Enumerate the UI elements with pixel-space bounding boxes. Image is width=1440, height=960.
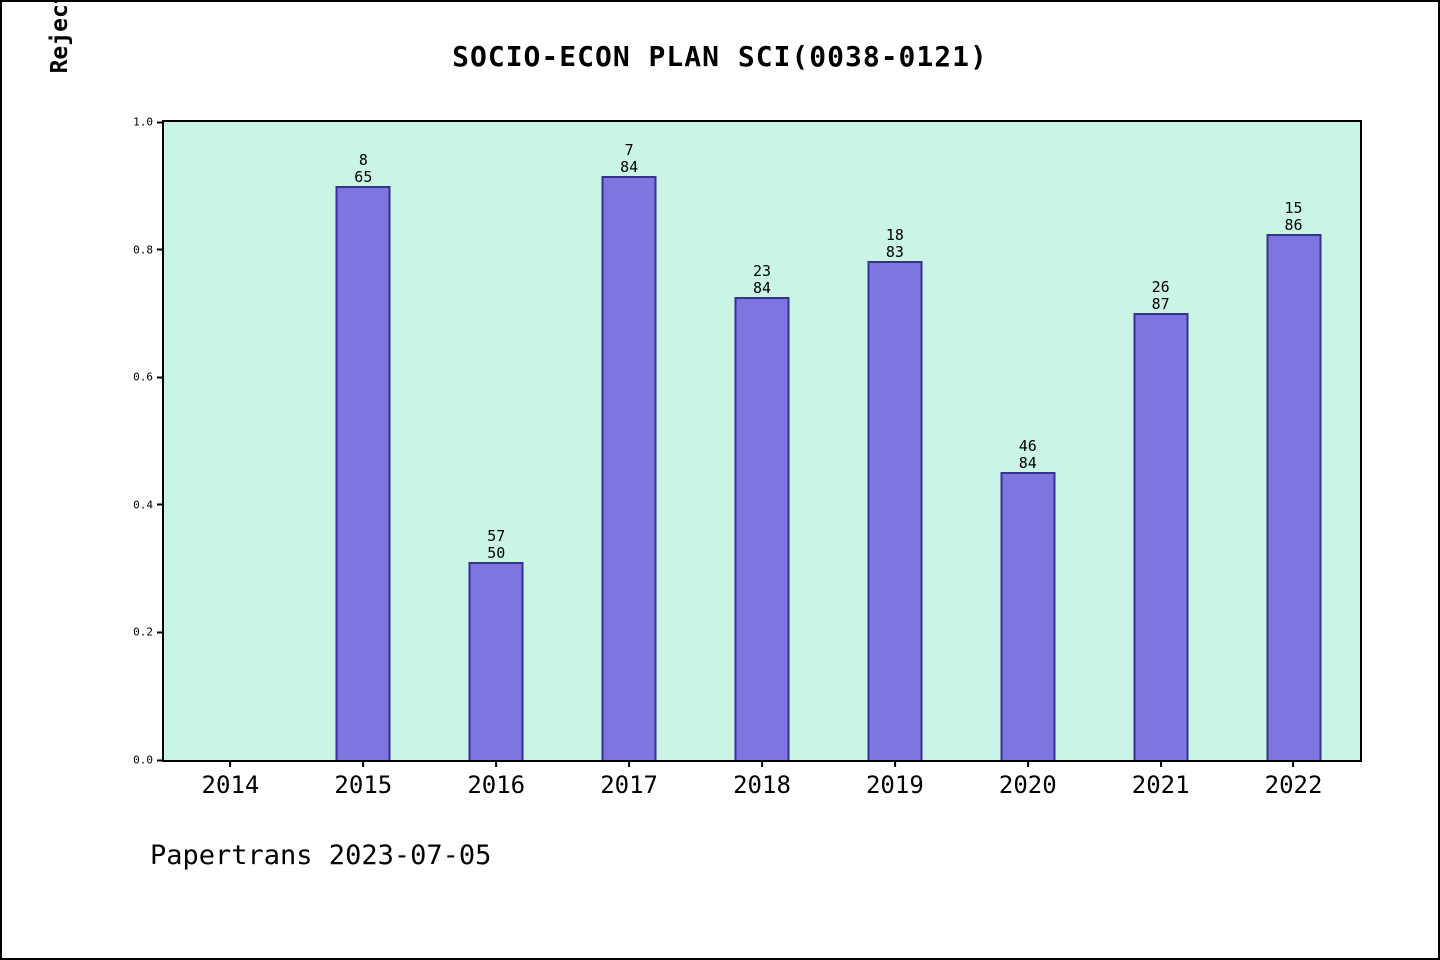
y-tick-mark [157,503,164,506]
bar-annotation: 7 84 [620,141,639,177]
y-tick-mark [157,376,164,379]
x-tick-label: 2017 [600,771,659,799]
chart-title: SOCIO-ECON PLAN SCI(0038-0121) [452,40,988,73]
bar-2016: 57 50 [468,528,524,760]
x-tick-label: 2016 [467,771,526,799]
x-tick-mark [1159,760,1162,767]
y-tick-label: 0.6 [133,370,153,384]
y-tick: 0.6 [133,371,164,384]
x-tick-mark [362,760,365,767]
x-tick-label: 2021 [1131,771,1190,799]
y-tick-mark [157,121,164,123]
x-tick-mark [760,760,763,767]
x-tick: 2017 [600,760,658,799]
y-axis-title: Rejection Rank in OPERATIONS RESEARCH & … [47,2,73,73]
x-tick-label: 2020 [998,771,1057,799]
plot-area: 0.0 0.2 0.4 0.6 0.8 1.0 2014 2015 8 65 2016 57 50 2… [133,116,1362,799]
x-tick-label: 2019 [865,771,924,799]
x-tick-mark [628,760,631,767]
x-tick-mark [893,760,896,767]
x-tick-mark [1292,760,1295,767]
y-tick-mark [157,759,164,761]
bar-annotation: 23 84 [752,262,772,298]
x-tick-mark [1026,760,1029,767]
bar-2020: 46 84 [1000,438,1056,760]
y-tick: 0.4 [133,498,164,511]
y-tick-label: 0.4 [133,498,153,512]
bar-annotation: 57 50 [487,527,506,563]
bar-annotation: 15 86 [1284,198,1303,234]
bar-2019: 18 83 [867,227,923,760]
x-tick-label: 2015 [334,771,393,799]
bar-annotation: 8 65 [354,150,373,186]
bar-annotation: 18 83 [885,226,904,262]
x-tick: 2015 [334,760,392,799]
x-tick: 2014 [201,760,260,799]
y-tick-label: 1.0 [133,115,153,129]
bar-2015: 8 65 [335,151,391,760]
x-tick: 2022 [1264,760,1323,799]
y-tick-mark [157,248,164,251]
y-tick: 1.0 [133,116,164,129]
y-tick-label: 0.8 [133,243,153,257]
y-tick-mark [157,631,164,634]
bar-annotation: 46 84 [1018,437,1037,473]
x-tick: 2021 [1132,760,1190,799]
y-tick-label: 0.0 [133,753,153,767]
y-tick-label: 0.2 [133,625,153,639]
bar-2018: 23 84 [734,263,790,760]
x-tick-label: 2018 [733,771,791,799]
y-tick: 0.2 [133,626,164,639]
bar-2017: 7 84 [601,142,657,760]
x-tick: 2020 [999,760,1057,799]
bar-2021: 26 87 [1133,279,1189,760]
x-tick: 2019 [866,760,924,799]
x-tick: 2018 [733,760,791,799]
bar-annotation: 26 87 [1151,278,1170,314]
x-tick-mark [495,760,498,767]
footer-watermark: Papertrans 2023-07-05 [150,840,492,871]
bar-2022: 15 86 [1266,199,1322,760]
x-tick-label: 2022 [1264,771,1323,799]
x-tick: 2016 [467,760,525,799]
x-tick-mark [229,760,232,767]
y-tick: 0.0 [133,754,164,767]
x-tick-label: 2014 [201,771,260,799]
y-tick: 0.8 [133,243,164,256]
